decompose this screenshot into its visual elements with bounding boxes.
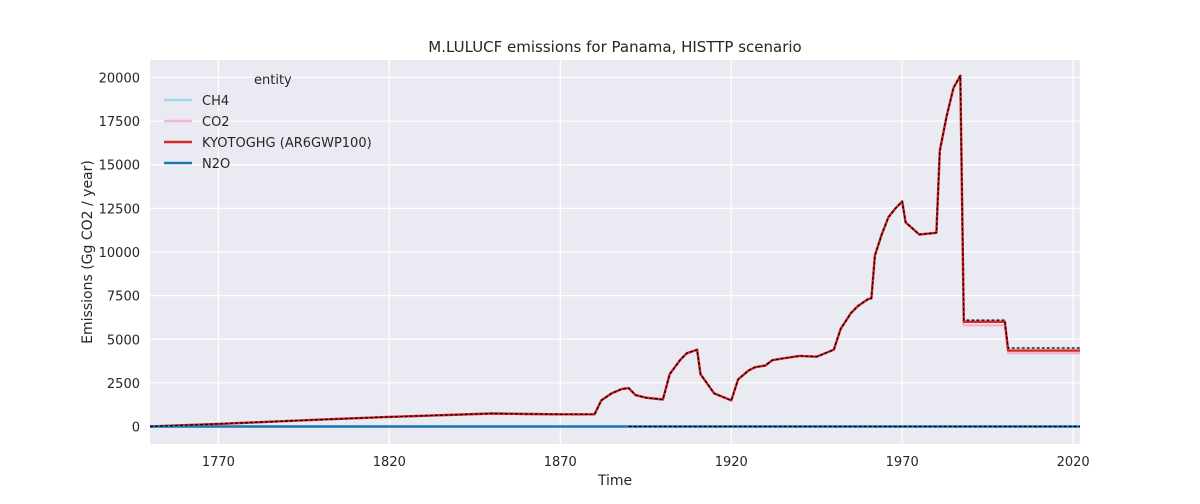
tick-labels: 0 2500 5000 7500 10000 12500 15000 17500 20000 17…: [99, 71, 1090, 470]
y-tick-label: 15000: [99, 159, 140, 174]
y-tick-label: 20000: [99, 71, 140, 86]
x-tick-label: 2020: [1057, 455, 1090, 470]
y-tick-label: 5000: [107, 333, 140, 348]
legend-label: CH4: [202, 94, 229, 109]
legend-label: N2O: [202, 157, 230, 172]
y-tick-label: 17500: [99, 115, 140, 130]
series-group: [149, 74, 1080, 428]
x-tick-label: 1770: [202, 455, 235, 470]
chart-title: M.LULUCF emissions for Panama, HISTTP sc…: [428, 38, 801, 56]
x-tick-label: 1870: [544, 455, 577, 470]
y-tick-label: 7500: [107, 290, 140, 305]
legend: entity CH4 CO2 KYOTOGHG (AR6GWP100) N2O: [164, 73, 372, 172]
reference-dashed-line: [149, 75, 1080, 428]
grid-lines: [150, 60, 1080, 444]
x-tick-label: 1970: [886, 455, 919, 470]
x-tick-label: 1820: [373, 455, 406, 470]
legend-title: entity: [254, 73, 292, 88]
legend-label: CO2: [202, 115, 230, 130]
legend-label: KYOTOGHG (AR6GWP100): [202, 136, 372, 151]
y-tick-label: 0: [132, 421, 140, 436]
x-axis-label: Time: [597, 473, 632, 489]
y-tick-label: 2500: [107, 377, 140, 392]
y-tick-label: 12500: [99, 202, 140, 217]
x-tick-label: 1920: [715, 455, 748, 470]
y-axis-label: Emissions (Gg CO2 / year): [80, 160, 96, 344]
y-tick-label: 10000: [99, 246, 140, 261]
